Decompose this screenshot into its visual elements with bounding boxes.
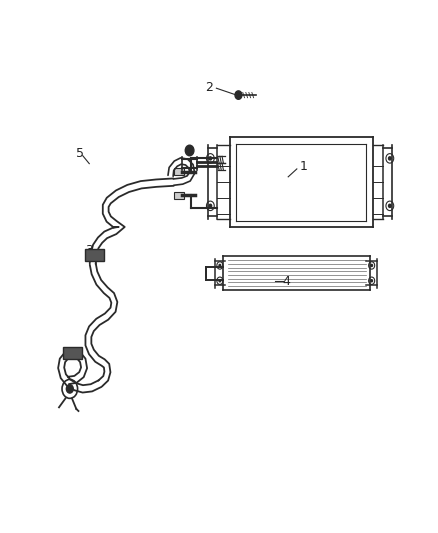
Text: 4: 4 <box>282 275 290 288</box>
Circle shape <box>371 280 372 282</box>
Circle shape <box>389 204 391 207</box>
Circle shape <box>219 280 221 282</box>
Circle shape <box>371 264 372 266</box>
Bar <box>173 191 184 199</box>
Bar <box>173 168 184 175</box>
Bar <box>64 346 82 359</box>
Text: 1: 1 <box>300 160 307 173</box>
Text: 2: 2 <box>205 80 213 94</box>
Circle shape <box>209 204 212 207</box>
Circle shape <box>185 145 194 156</box>
Bar <box>85 248 104 261</box>
Circle shape <box>66 385 73 393</box>
Text: 3: 3 <box>85 244 93 257</box>
Text: 5: 5 <box>76 147 84 159</box>
Circle shape <box>389 157 391 160</box>
Circle shape <box>219 264 221 266</box>
Circle shape <box>235 91 242 99</box>
Circle shape <box>209 157 212 160</box>
